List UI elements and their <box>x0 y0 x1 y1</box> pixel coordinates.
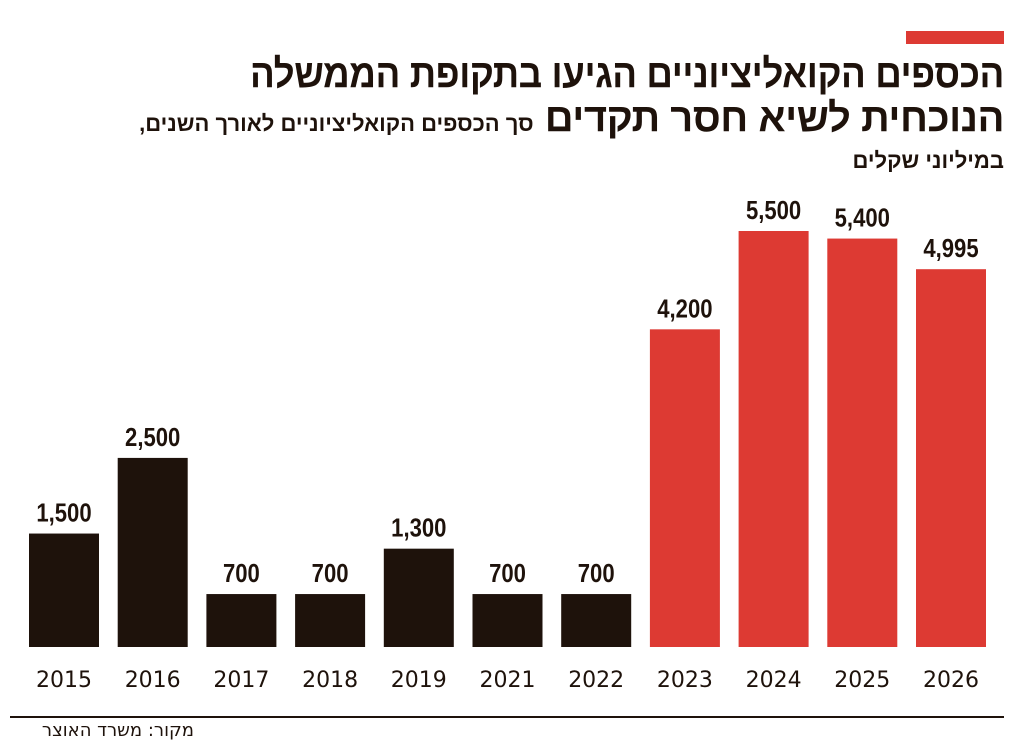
value-label: 4,200 <box>657 295 712 324</box>
bar-2025 <box>827 238 898 647</box>
value-label: 700 <box>489 559 526 588</box>
bar-2016 <box>117 457 188 647</box>
value-label: 1,500 <box>36 499 91 528</box>
value-label: 2,500 <box>125 423 180 452</box>
x-tick-label: 2015 <box>36 668 92 693</box>
x-tick-label: 2017 <box>213 668 269 693</box>
x-tick-label: 2023 <box>657 668 713 693</box>
x-tick-label: 2022 <box>568 668 624 693</box>
value-label: 700 <box>312 559 349 588</box>
divider <box>10 716 1004 718</box>
value-label: 4,995 <box>923 235 978 264</box>
accent-bar <box>906 31 1004 44</box>
value-label: 1,300 <box>391 514 446 543</box>
bar-2019 <box>383 548 454 647</box>
source-note: מקור: משרד האוצר <box>41 720 194 741</box>
subtitle-line-1: סך הכספים הקואליציוניים לאורך השנים, <box>139 111 534 136</box>
bar-2018 <box>295 594 366 647</box>
bar-2023 <box>649 329 720 647</box>
bar-2022 <box>561 594 632 647</box>
x-tick-label: 2024 <box>746 668 802 693</box>
x-tick-label: 2025 <box>834 668 890 693</box>
x-tick-label: 2016 <box>125 668 181 693</box>
value-label: 700 <box>223 559 260 588</box>
bar-2021 <box>472 594 543 647</box>
x-tick-label: 2018 <box>302 668 358 693</box>
value-label: 5,400 <box>835 204 890 233</box>
value-label: 5,500 <box>746 196 801 225</box>
bar-2015 <box>29 533 99 647</box>
subtitle-line-2: במיליוני שקלים <box>852 148 1004 173</box>
x-tick-label: 2021 <box>480 668 536 693</box>
title-line-1: הכספים הקואליציוניים הגיעו בתקופת הממשלה <box>250 52 1005 96</box>
x-tick-label: 2026 <box>923 668 979 693</box>
value-label: 700 <box>578 559 615 588</box>
x-tick-label: 2019 <box>391 668 447 693</box>
bar-2017 <box>206 594 277 647</box>
chart-title: הכספים הקואליציוניים הגיעו בתקופת הממשלה… <box>139 52 1004 176</box>
bar-2026 <box>916 269 986 647</box>
bar-2024 <box>738 231 809 647</box>
title-line-2: הנוכחית לשיא חסר תקדים <box>544 96 1005 140</box>
